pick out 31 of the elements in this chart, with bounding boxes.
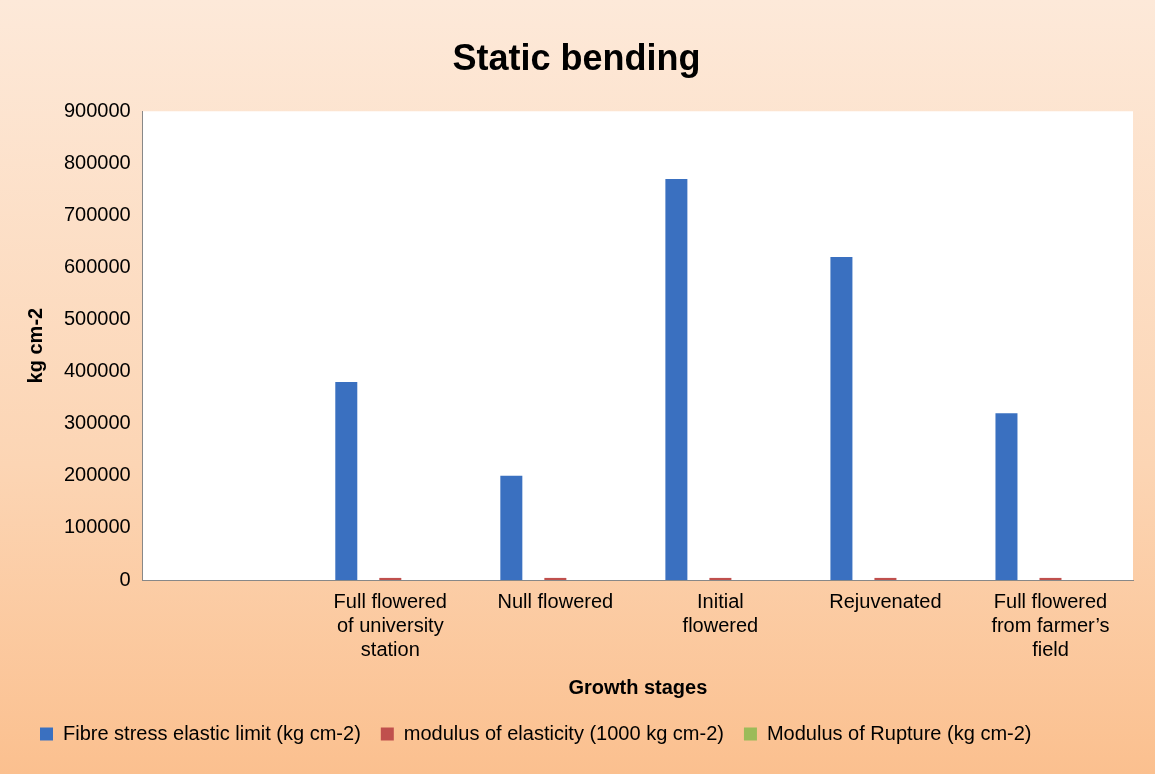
y-tick-label: 400000 (63, 359, 131, 382)
x-tick-label: Full flowered from farmer’s field (991, 589, 1110, 660)
x-tick-label: Rejuvenated (829, 589, 942, 612)
y-tick-label: 900000 (63, 98, 131, 121)
x-tick-label: Null flowered (497, 589, 614, 612)
bar (335, 382, 358, 580)
y-tick-label: 600000 (63, 254, 131, 277)
bar (379, 577, 402, 580)
x-axis-title: Growth stages (568, 675, 708, 698)
y-tick-label: 700000 (63, 202, 131, 225)
x-tick-label: Initial flowered (682, 589, 759, 636)
y-tick-label: 800000 (63, 150, 131, 173)
bar (709, 577, 732, 580)
bar (665, 178, 688, 580)
legend-label: Modulus of Rupture (kg cm-2) (766, 721, 1032, 744)
bar (544, 577, 567, 580)
legend-label: modulus of elasticity (1000 kg cm-2) (403, 721, 724, 744)
y-tick-label: 100000 (63, 515, 131, 538)
chart-title: Static bending (452, 36, 701, 78)
x-tick-label: Full flowered of university station (333, 589, 447, 660)
y-tick-label: 0 (119, 567, 131, 590)
y-tick-label: 200000 (63, 463, 131, 486)
bar (500, 475, 523, 580)
bar (1039, 577, 1062, 580)
y-tick-label: 300000 (63, 411, 131, 434)
bar (830, 257, 853, 580)
legend-label: Fibre stress elastic limit (kg cm-2) (63, 721, 361, 744)
y-axis-title: kg cm-2 (23, 307, 46, 384)
y-tick-label: 500000 (63, 307, 131, 330)
bar (995, 413, 1018, 580)
bar (874, 577, 897, 580)
